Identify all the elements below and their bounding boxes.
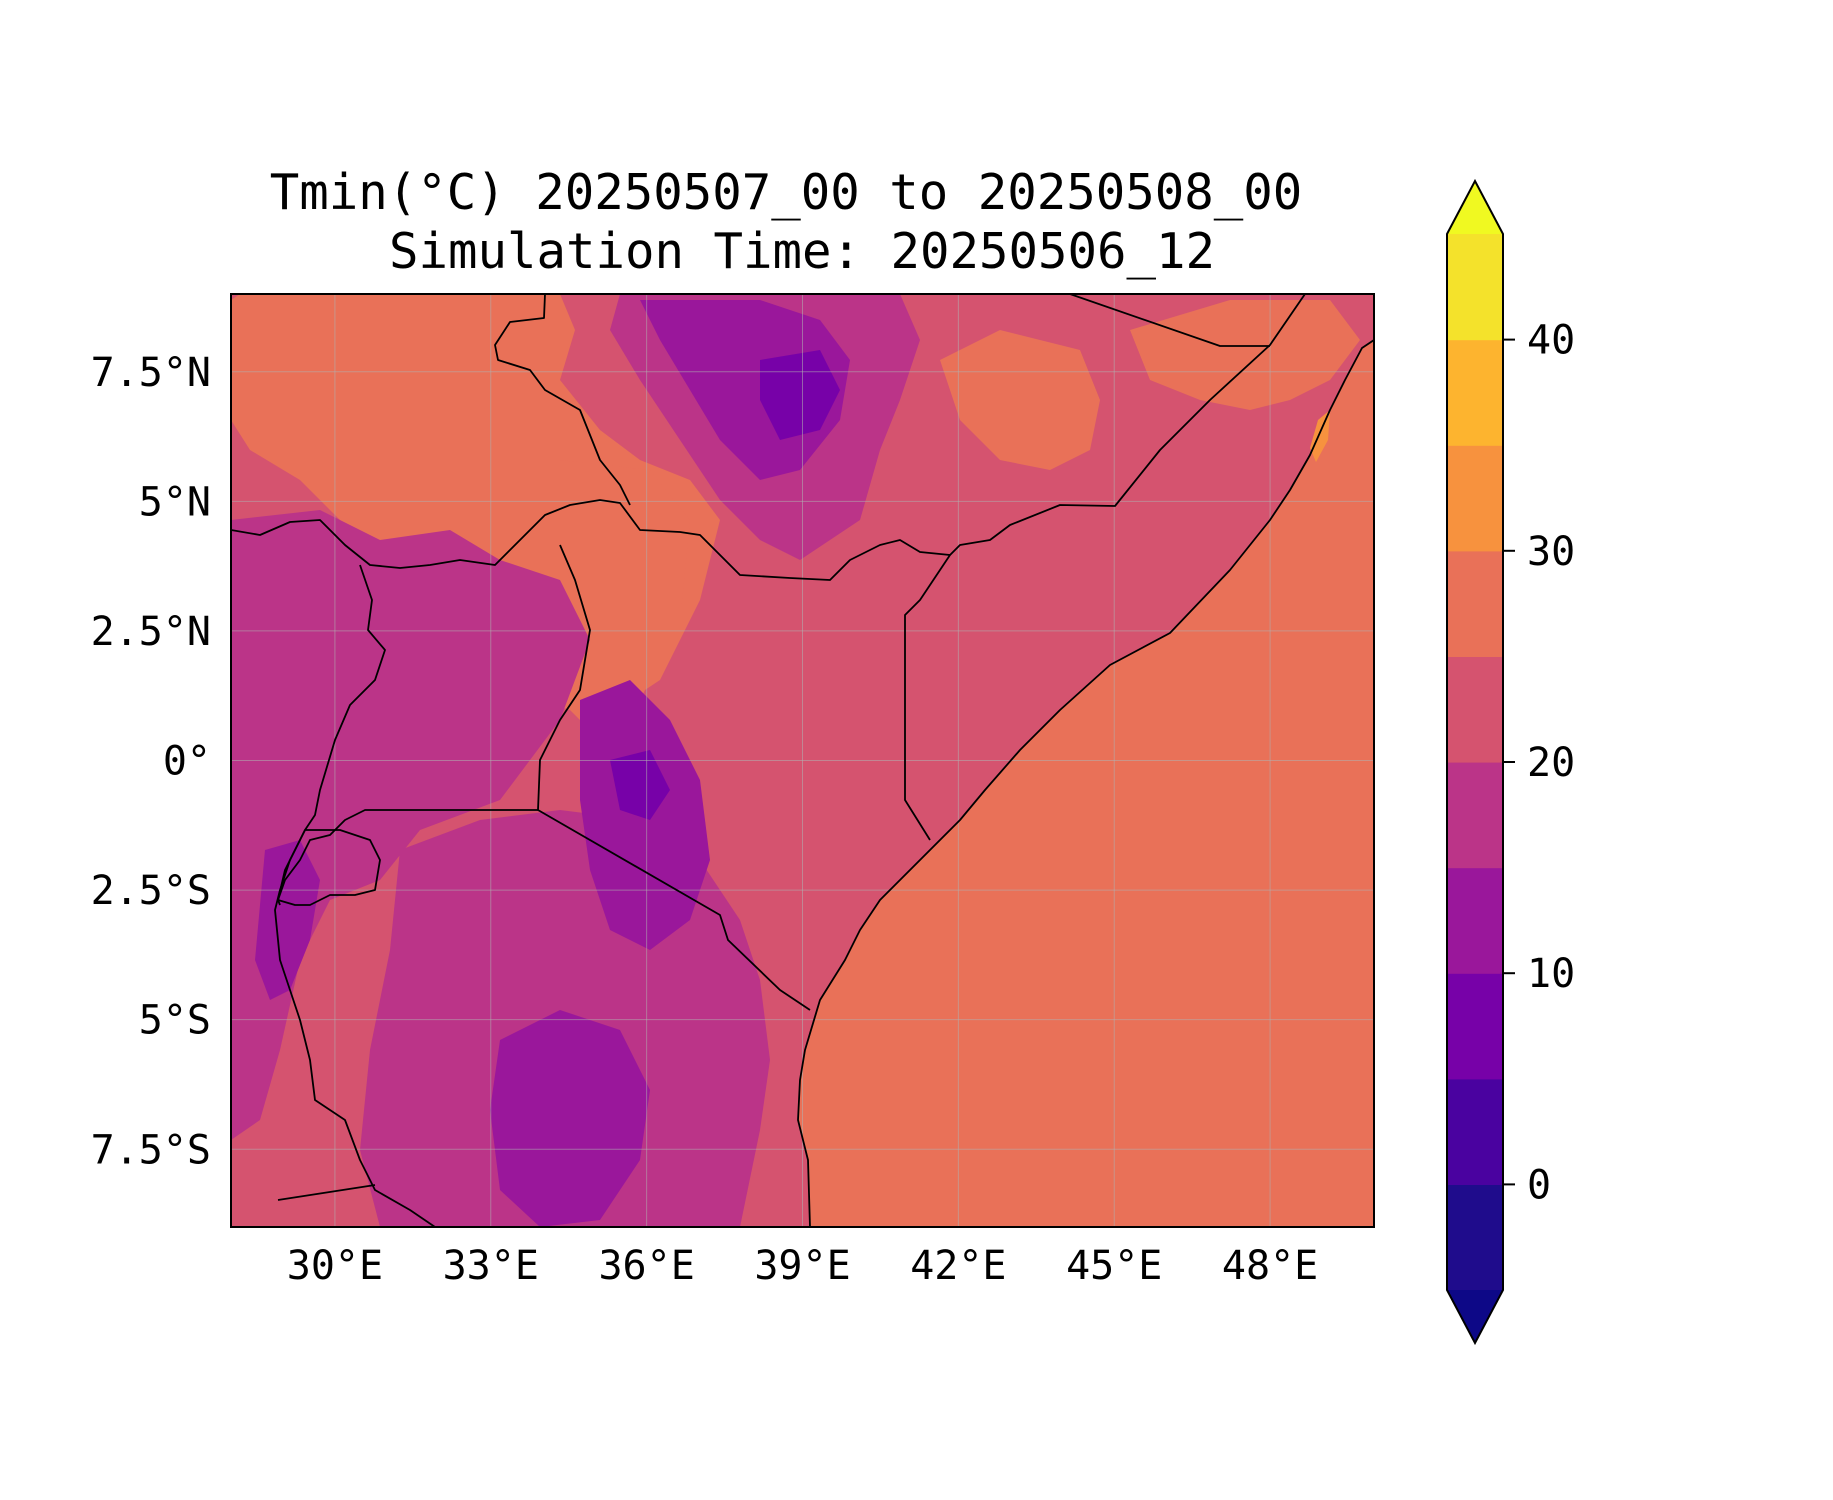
x-tick-label: 39°E: [754, 1243, 850, 1289]
cool-region: [490, 1010, 650, 1227]
gridlines: [231, 294, 1374, 1227]
colorbar-tick-label: 10: [1527, 951, 1575, 997]
colorbar-tick-label: 40: [1527, 318, 1575, 364]
warm-region: [940, 330, 1100, 470]
border-line: [277, 1184, 376, 1201]
y-tick-label: 5°N: [139, 479, 211, 525]
colorbar-segment: [1447, 1184, 1503, 1291]
map-area: [231, 294, 1374, 1227]
colorbar-segment: [1447, 1078, 1503, 1185]
border-line: [537, 544, 811, 1011]
border-line: [494, 294, 631, 506]
country-borders: [231, 294, 1374, 1227]
y-tick-label: 7.5°S: [91, 1127, 211, 1173]
colorbar-segment: [1447, 973, 1503, 1080]
y-axis: 7.5°N 5°N 2.5°N 0° 2.5°S 5°S 7.5°S: [91, 350, 211, 1174]
y-tick-label: 2.5°N: [91, 609, 211, 655]
x-tick-label: 45°E: [1066, 1243, 1162, 1289]
highland-region: [231, 510, 590, 1140]
x-axis: 30°E 33°E 36°E 39°E 42°E 45°E 48°E: [287, 1243, 1319, 1289]
map-title: Tmin(°C) 20250507_00 to 20250508_00: [270, 164, 1303, 221]
colorbar: 0 10 20 30 40: [1446, 178, 1575, 1346]
colorbar-segment: [1447, 445, 1503, 552]
colorbar-tick-label: 30: [1527, 529, 1575, 575]
colorbar-extend-max: [1447, 181, 1503, 234]
border-line: [231, 294, 1306, 581]
border-line: [904, 554, 951, 841]
x-tick-label: 33°E: [443, 1243, 539, 1289]
colorbar-segment: [1447, 339, 1503, 446]
y-tick-label: 7.5°N: [91, 350, 211, 396]
y-tick-label: 0°: [163, 739, 211, 785]
colorbar-tick-label: 20: [1527, 740, 1575, 786]
cool-region: [255, 840, 320, 1000]
warm-region: [1130, 300, 1360, 410]
x-tick-label: 36°E: [598, 1243, 694, 1289]
x-tick-label: 48°E: [1222, 1243, 1318, 1289]
lake-outline: [277, 829, 381, 906]
colorbar-segment: [1447, 656, 1503, 763]
colorbar-segment: [1447, 234, 1503, 341]
cold-region: [610, 750, 670, 820]
colorbar-tick-label: 0: [1527, 1162, 1551, 1208]
coastline: [797, 339, 1374, 1227]
map-frame: [230, 293, 1375, 1228]
map-subtitle: Simulation Time: 20250506_12: [389, 223, 1215, 280]
border-line: [1069, 294, 1270, 347]
y-tick-label: 2.5°S: [91, 868, 211, 914]
colorbar-extend-min: [1447, 1290, 1503, 1343]
colorbar-segment: [1447, 550, 1503, 657]
cold-region: [760, 350, 840, 440]
y-tick-label: 5°S: [139, 998, 211, 1044]
x-tick-label: 30°E: [287, 1243, 383, 1289]
colorbar-segment: [1447, 867, 1503, 974]
colorbar-outline: [1446, 178, 1504, 1346]
colorbar-segment: [1447, 762, 1503, 869]
x-tick-label: 42°E: [910, 1243, 1006, 1289]
